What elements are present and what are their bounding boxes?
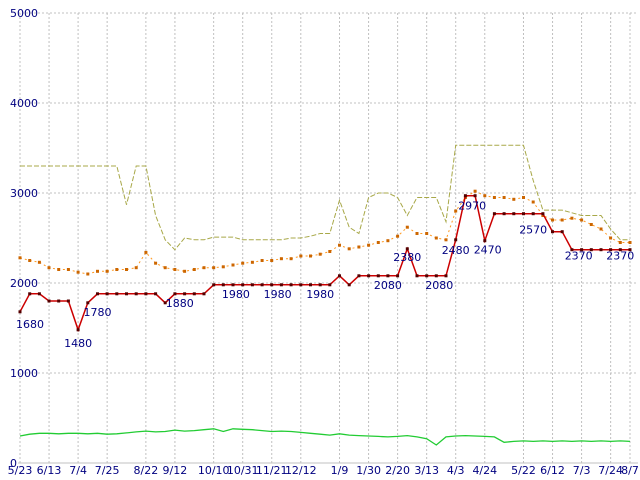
price-label: 2080 bbox=[374, 279, 402, 292]
x-axis-tick-label: 7/4 bbox=[69, 464, 87, 477]
x-axis-tick-label: 9/12 bbox=[163, 464, 188, 477]
price-label: 1980 bbox=[264, 288, 292, 301]
price-label: 2970 bbox=[458, 200, 486, 213]
x-axis-tick-label: 7/25 bbox=[95, 464, 120, 477]
x-axis-labels: 5/23 6/13 7/4 7/25 8/22 9/12 10/1010/3111/2112… bbox=[8, 464, 639, 477]
y-axis-tick-label: 3000 bbox=[10, 187, 38, 200]
x-axis-tick-label: 4/3 bbox=[447, 464, 465, 477]
grid-horizontal bbox=[18, 12, 638, 464]
y-axis-tick-label: 2000 bbox=[10, 277, 38, 290]
x-axis-tick-label: 12/12 bbox=[285, 464, 317, 477]
x-axis-tick-label: 6/12 bbox=[540, 464, 565, 477]
price-label: 2080 bbox=[425, 279, 453, 292]
price-label: 1780 bbox=[84, 306, 112, 319]
series-listing-count bbox=[19, 428, 631, 446]
y-axis-tick-label: 1000 bbox=[10, 367, 38, 380]
y-axis-tick-label: 5000 bbox=[10, 7, 38, 20]
x-axis-tick-label: 10/10 bbox=[198, 464, 230, 477]
price-label: 2480 bbox=[442, 244, 470, 257]
price-label: 1880 bbox=[166, 297, 194, 310]
price-label: 2380 bbox=[393, 251, 421, 264]
x-axis-tick-label: 7/24 bbox=[598, 464, 623, 477]
x-axis-tick-label: 4/24 bbox=[472, 464, 497, 477]
x-axis-tick-label: 1/9 bbox=[331, 464, 349, 477]
price-label: 2570 bbox=[519, 224, 547, 237]
grid-vertical bbox=[19, 13, 631, 463]
x-axis-tick-label: 8/7 bbox=[621, 464, 639, 477]
series-average-price bbox=[18, 189, 632, 276]
x-axis-tick-label: 5/23 bbox=[8, 464, 33, 477]
price-label: 1480 bbox=[64, 337, 92, 350]
price-label: 1980 bbox=[222, 288, 250, 301]
x-axis-tick-label: 2/20 bbox=[385, 464, 410, 477]
x-axis-tick-label: 11/21 bbox=[256, 464, 288, 477]
price-label: 1980 bbox=[306, 288, 334, 301]
x-axis-tick-label: 5/22 bbox=[511, 464, 536, 477]
price-label: 2470 bbox=[474, 244, 502, 257]
y-axis-labels: 0 1000 2000 3000 4000 5000 bbox=[10, 7, 38, 470]
y-axis-tick-label: 4000 bbox=[10, 97, 38, 110]
price-label: 1680 bbox=[16, 318, 44, 331]
point-labels: 1680 1480 1780 1880 1980 1980 1980 2080 2380 2080… bbox=[16, 200, 634, 350]
x-axis-tick-label: 7/3 bbox=[573, 464, 591, 477]
price-label: 2370 bbox=[565, 250, 593, 263]
x-axis-tick-label: 6/13 bbox=[37, 464, 62, 477]
x-axis-tick-label: 10/31 bbox=[227, 464, 259, 477]
price-label: 2370 bbox=[606, 250, 634, 263]
y-axis-tick-label: 0 bbox=[10, 457, 17, 470]
x-axis-tick-label: 1/30 bbox=[356, 464, 381, 477]
series-lowest-price bbox=[18, 194, 632, 333]
x-axis-tick-label: 8/22 bbox=[134, 464, 159, 477]
x-axis-tick-label: 3/13 bbox=[414, 464, 439, 477]
series-highest-price bbox=[20, 144, 630, 251]
